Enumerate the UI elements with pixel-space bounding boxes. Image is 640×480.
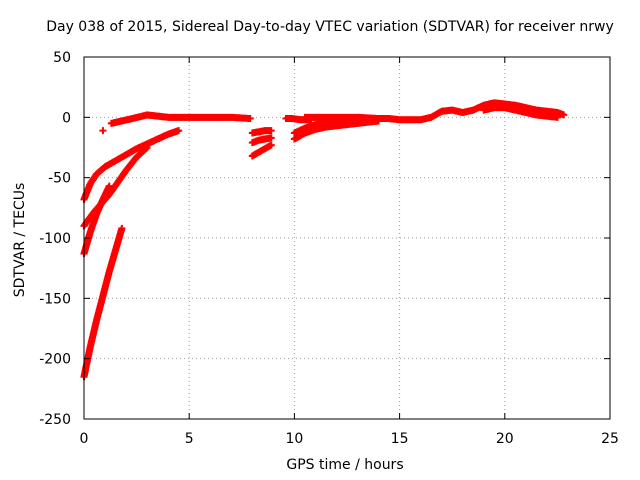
y-tick-label: -150 xyxy=(39,291,71,307)
x-tick-label: 20 xyxy=(496,431,514,447)
data-point xyxy=(267,141,275,149)
data-point xyxy=(560,111,568,119)
y-tick-label: 50 xyxy=(53,50,71,66)
y-axis-label: SDTVAR / TECUs xyxy=(12,182,28,298)
data-point xyxy=(267,134,275,142)
x-tick-label: 0 xyxy=(80,431,89,447)
x-tick-label: 15 xyxy=(391,431,409,447)
y-tick-label: 0 xyxy=(62,110,71,126)
data-point xyxy=(99,127,107,135)
data-point xyxy=(118,224,126,232)
y-tick-label: -100 xyxy=(39,231,71,247)
data-points xyxy=(80,99,568,381)
x-tick-label: 5 xyxy=(185,431,194,447)
y-tick-labels: 50 0 -50 -100 -150 -200 -250 xyxy=(39,50,71,428)
data-point xyxy=(246,115,254,123)
y-tick-label: -250 xyxy=(39,412,71,428)
y-tick-label: -200 xyxy=(39,352,71,368)
x-tick-label: 10 xyxy=(285,431,303,447)
data-point xyxy=(175,127,183,135)
data-point xyxy=(267,127,275,135)
data-point xyxy=(105,182,113,190)
axis-ticks xyxy=(83,56,611,420)
x-tick-labels: 0 5 10 15 20 25 xyxy=(80,431,619,447)
chart-title: Day 038 of 2015, Sidereal Day-to-day VTE… xyxy=(46,19,614,35)
y-tick-label: -50 xyxy=(48,171,71,187)
x-axis-label: GPS time / hours xyxy=(286,457,404,473)
data-point xyxy=(553,113,561,121)
x-tick-label: 25 xyxy=(601,431,619,447)
